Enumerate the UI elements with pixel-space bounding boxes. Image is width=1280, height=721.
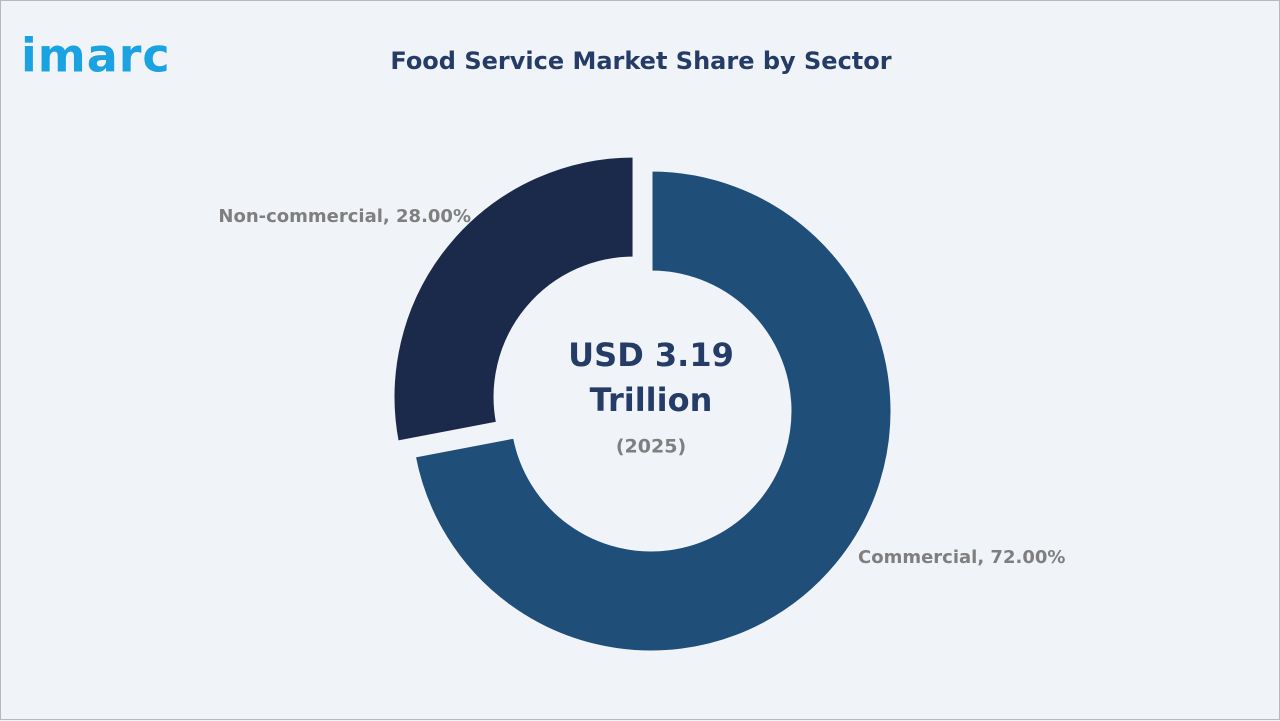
donut-slice <box>391 154 636 444</box>
center-label: USD 3.19 <box>568 336 734 374</box>
slice-label: Commercial, 72.00% <box>858 547 1065 568</box>
center-label: Trillion <box>590 381 713 419</box>
donut-slice <box>412 168 894 654</box>
center-sublabel: (2025) <box>616 436 686 458</box>
chart-title: Food Service Market Share by Sector <box>390 47 891 75</box>
slice-label: Non-commercial, 28.00% <box>218 206 471 227</box>
logo: imarc <box>21 29 171 83</box>
